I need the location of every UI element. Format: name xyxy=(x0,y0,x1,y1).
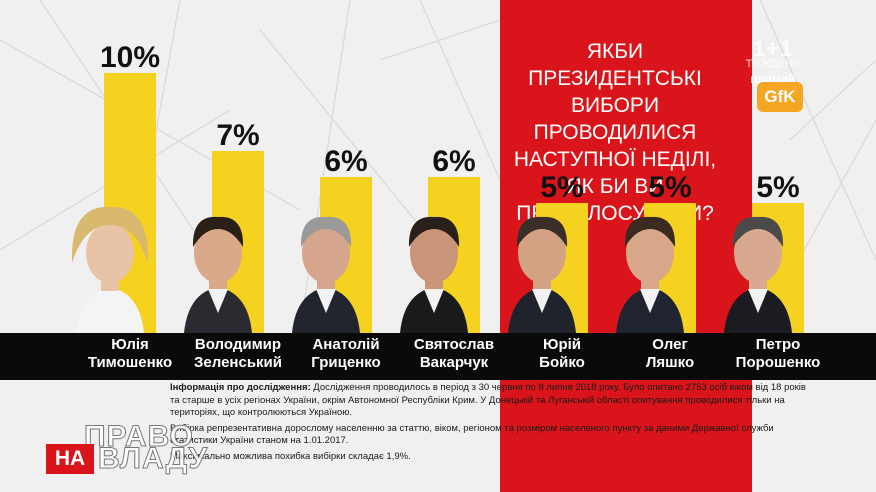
candidate-label-0: Юлія Тимошенко xyxy=(76,336,184,378)
gfk-badge: GfK xyxy=(757,82,803,112)
candidate-label-1: Володимир Зеленський xyxy=(184,336,292,378)
portrait-2 xyxy=(292,216,360,333)
portrait-6 xyxy=(724,216,792,333)
survey-question: ЯКБИ ПРЕЗИДЕНТСЬКІ ВИБОРИ ПРОВОДИЛИСЯ НА… xyxy=(513,40,717,225)
study-notes: Інформація про дослідження: Дослідження … xyxy=(170,382,810,466)
candidate-label-2-line-1: Гриценко xyxy=(311,354,381,371)
candidate-label-0-line-0: Юлія xyxy=(111,336,149,353)
value-label-1: 7% xyxy=(216,119,259,152)
portrait-1 xyxy=(184,216,252,333)
candidate-label-2: Анатолій Гриценко xyxy=(292,336,400,378)
show-logo-na: НА xyxy=(46,444,94,474)
names-band xyxy=(0,333,876,380)
candidate-label-4-line-0: Юрій xyxy=(542,336,582,353)
value-label-5: 5% xyxy=(648,171,691,204)
candidate-label-1-line-0: Володимир xyxy=(194,336,282,353)
candidate-label-0-line-1: Тимошенко xyxy=(87,354,173,371)
portrait-5 xyxy=(616,216,684,333)
notes-paragraph-1: Дослідження проводилось в період з 30 че… xyxy=(170,382,806,418)
candidate-label-6-line-1: Порошенко xyxy=(735,354,821,371)
candidate-label-3: Святослав Вакарчук xyxy=(400,336,508,378)
notes-heading: Інформація про дослідження: xyxy=(170,382,311,393)
value-label-3: 6% xyxy=(432,145,475,178)
candidate-label-5-line-1: Ляшко xyxy=(645,354,695,371)
value-label-2: 6% xyxy=(324,145,367,178)
candidate-label-4: Юрій Бойко xyxy=(508,336,616,378)
candidate-label-5-line-0: Олег xyxy=(652,336,688,353)
channel-subtitle: ТИЖДЕНЬ xyxy=(745,58,801,70)
show-logo: ПРАВО НА ВЛАДУ xyxy=(46,420,216,480)
candidate-label-6-line-0: Петро xyxy=(755,336,801,353)
candidate-label-2-line-0: Анатолій xyxy=(312,336,380,353)
candidate-label-5: Олег Ляшко xyxy=(616,336,724,378)
portrait-4 xyxy=(508,216,576,333)
value-label-6: 5% xyxy=(756,171,799,204)
notes-paragraph-2: Вибірка репрезентативна дорослому населе… xyxy=(170,422,774,447)
candidate-label-4-line-1: Бойко xyxy=(539,354,585,371)
value-label-4: 5% xyxy=(540,171,583,204)
show-logo-bottom: ВЛАДУ xyxy=(97,442,209,476)
portrait-0 xyxy=(71,206,149,333)
candidate-label-3-line-0: Святослав xyxy=(413,336,495,353)
candidate-label-3-line-1: Вакарчук xyxy=(419,354,489,371)
show-logo-top: ПРАВО xyxy=(84,420,194,454)
notes-paragraph-3: Максимально можлива похибка вибірки скла… xyxy=(170,450,411,462)
portrait-3 xyxy=(400,216,468,333)
channel-logo: 1+1 xyxy=(752,36,794,61)
candidate-label-1-line-1: Зеленський xyxy=(194,354,282,371)
value-label-0: 10% xyxy=(100,41,160,74)
candidate-label-6: Петро Порошенко xyxy=(724,336,832,378)
